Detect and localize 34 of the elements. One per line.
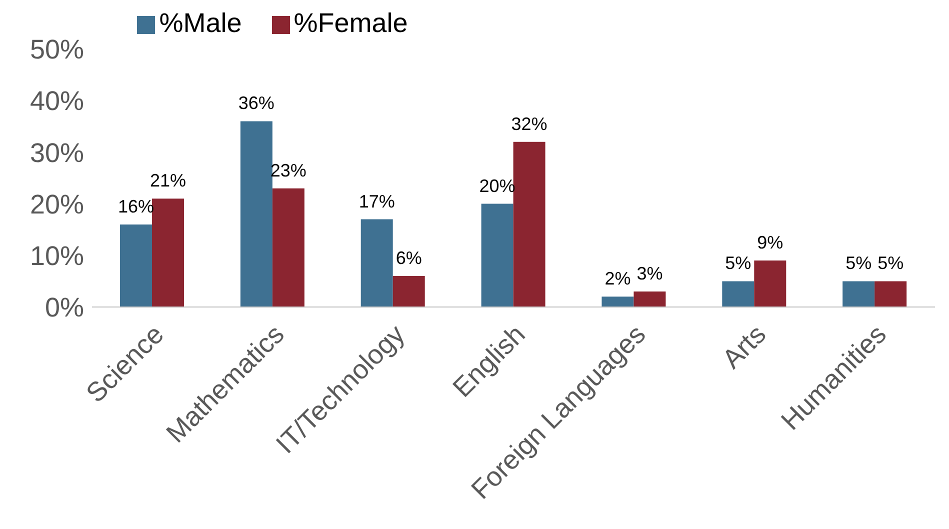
bar [842,281,875,307]
bar [754,260,786,307]
y-tick-label: 40% [30,86,84,116]
bar [240,121,272,307]
y-tick-label: 0% [44,292,84,323]
y-tick-label: 10% [30,240,84,271]
bar [392,276,425,307]
bar [360,219,393,307]
data-label: 9% [757,232,784,253]
bar [152,198,184,307]
y-tick-label: 30% [30,138,84,168]
data-label: 17% [358,191,395,212]
bar [120,224,152,307]
legend-label: %Female [294,8,408,38]
x-tick-label: Arts [716,319,772,374]
y-tick-label: 50% [30,34,84,65]
bar [634,292,666,307]
y-tick-label: 20% [30,189,84,220]
data-label: 6% [396,248,422,268]
data-label: 5% [846,253,872,274]
bar [272,188,304,307]
data-label: 5% [725,253,752,274]
legend-label: %Male [159,8,242,38]
bar [722,281,754,307]
data-label: 21% [150,170,186,191]
data-label: 5% [878,253,904,274]
data-label: 32% [511,114,548,134]
bar [481,204,514,307]
data-label: 2% [604,268,631,289]
bar [602,296,634,307]
data-label: 36% [238,93,274,114]
bar [874,281,907,307]
data-label: 3% [636,264,663,284]
bar [513,142,546,307]
